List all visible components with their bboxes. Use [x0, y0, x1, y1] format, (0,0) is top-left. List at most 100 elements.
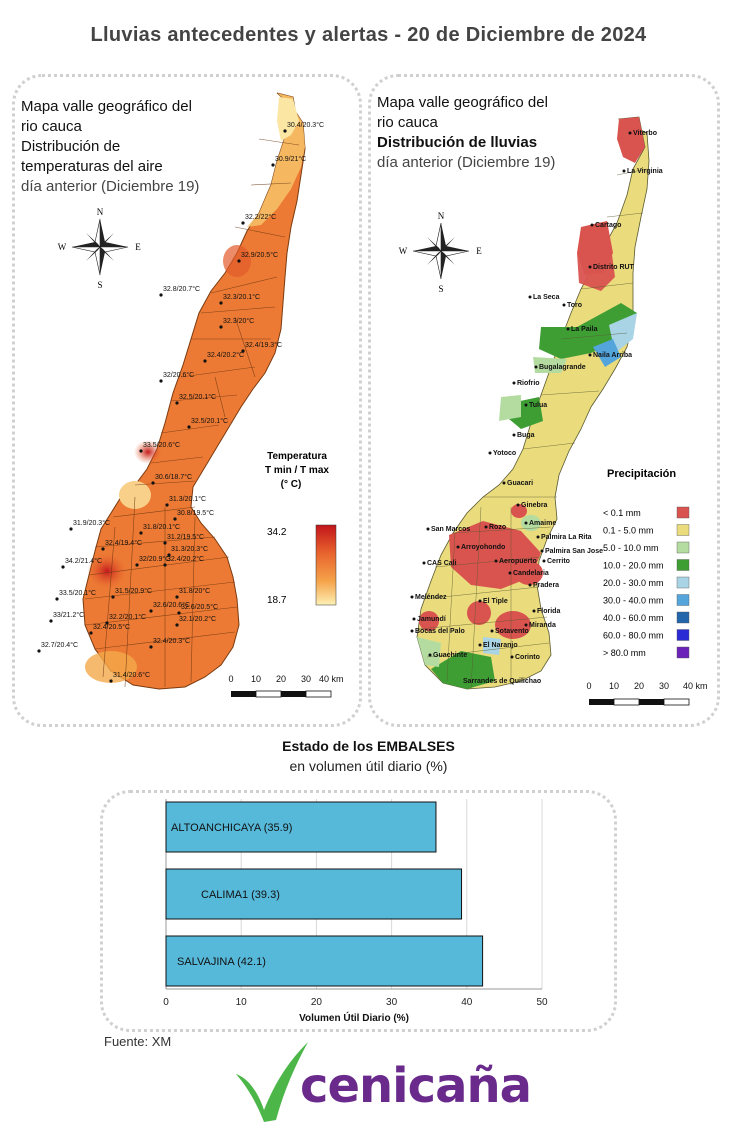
- station-label: 30.8/19.5°C: [177, 509, 214, 517]
- station-label: 32.6/20.5°C: [181, 603, 218, 611]
- place-label: Distrito RUT: [593, 264, 635, 271]
- place-dot: [588, 353, 592, 357]
- place-label: Bugalagrande: [539, 364, 586, 371]
- rain-red-spot-1: [511, 504, 527, 518]
- station-label: 30.9/21°C: [275, 155, 306, 163]
- legend-item-label: 40.0 - 60.0 mm: [603, 613, 664, 623]
- station-dot: [203, 359, 207, 363]
- place-dot: [510, 655, 514, 659]
- station-dot: [163, 541, 167, 545]
- station-label: 32.4/19.3°C: [245, 341, 282, 349]
- place-dot: [490, 629, 494, 633]
- rain-heading-line2: rio cauca: [377, 114, 438, 131]
- place-label: Jamundí: [417, 616, 447, 623]
- place-dot: [524, 521, 528, 525]
- temperature-map: N S W E 30.4/20.3°C 30.9/21°C 32.2/22°C 32.…: [37, 92, 344, 698]
- rainfall-map-panel: Mapa valle geográfico del rio cauca Dist…: [368, 74, 720, 727]
- place-label: Florida: [537, 608, 560, 615]
- legend-item-label: 30.0 - 40.0 mm: [603, 596, 664, 606]
- station-label: 32.1/20.2°C: [179, 615, 216, 623]
- compass-e-label: E: [135, 242, 141, 252]
- station-label: 32.7/20.4°C: [41, 641, 78, 649]
- x-axis-title: Volumen Útil Diario (%): [299, 1011, 409, 1024]
- station-dot: [175, 623, 179, 627]
- place-dot: [410, 595, 414, 599]
- station-label: 31.8/20.1°C: [143, 523, 180, 531]
- rain-north-red-zone: [617, 117, 645, 163]
- station-dot: [101, 547, 105, 551]
- place-dot: [478, 643, 482, 647]
- rainfall-cell-lines: [418, 168, 648, 690]
- place-dot: [512, 381, 516, 385]
- place-dot: [516, 503, 520, 507]
- station-dot: [61, 565, 65, 569]
- legend-item-label: > 80.0 mm: [603, 648, 646, 658]
- place-label: Naila Arriba: [593, 352, 632, 359]
- place-label: San Marcos: [431, 526, 470, 533]
- place-label: Tulua: [529, 402, 547, 409]
- temp-heading-line3: Distribución de: [21, 138, 121, 155]
- legend-item-swatch: [676, 541, 690, 554]
- reservoir-bar: [165, 935, 484, 987]
- scale-tick-label: 30: [659, 681, 669, 691]
- rain-red-spot-5: [467, 601, 491, 625]
- place-label: Sarrandes de Quilichao: [463, 678, 541, 685]
- place-dot: [528, 583, 532, 587]
- place-label: Toro: [567, 302, 582, 309]
- temperature-scale-bar: 0 10 20 30 40 km: [228, 674, 344, 698]
- rain-heading-line1: Mapa valle geográfico del: [377, 94, 548, 111]
- station-dot: [149, 609, 153, 613]
- place-dot: [540, 549, 544, 553]
- station-dot: [167, 553, 171, 557]
- rain-lightgreen-zone-1: [533, 357, 567, 373]
- legend-title-line2: T min / T max: [265, 465, 329, 476]
- scale-tick-label: 10: [609, 681, 619, 691]
- x-tick-label: 0: [163, 997, 169, 1008]
- x-tick-label: 10: [236, 997, 248, 1008]
- scale-tick-label: 40 km: [683, 681, 708, 691]
- place-dot: [524, 623, 528, 627]
- place-dot: [512, 433, 516, 437]
- legend-item-label: 10.0 - 20.0 mm: [603, 561, 664, 571]
- place-dot: [524, 403, 528, 407]
- temperature-station-labels: 30.4/20.3°C 30.9/21°C 32.2/22°C 32.9/20.5°C…: [37, 121, 324, 683]
- station-dot: [237, 259, 241, 263]
- place-dot: [534, 365, 538, 369]
- rain-red-spot-4: [495, 611, 531, 639]
- station-label: 32.2/20.1°C: [109, 613, 146, 621]
- scale-tick-label: 30: [301, 674, 311, 684]
- place-label: CAS Cali: [427, 560, 457, 567]
- station-dot: [241, 221, 245, 225]
- reservoirs-chart-panel: 0 10 20 30 40 50 ALTOANCHICAYA (35.9) CALIMA1 (…: [100, 790, 617, 1032]
- place-label: Palmira La Rita: [541, 534, 592, 541]
- scale-tick-label: 10: [251, 674, 261, 684]
- temperature-hotspot-3: [223, 245, 251, 277]
- logo-check-mark: [236, 1042, 308, 1122]
- legend-item-label: 20.0 - 30.0 mm: [603, 578, 664, 588]
- rainfall-map: N S W E Viterbo La Virginia Cartago Distrit…: [399, 116, 708, 706]
- place-label: Cartago: [595, 222, 621, 229]
- place-label: El Naranjo: [483, 642, 518, 649]
- legend-item-swatch: [676, 611, 690, 624]
- station-label: 32.4/20.3°C: [153, 637, 190, 645]
- compass-s-label: S: [97, 280, 102, 290]
- x-tick-label: 20: [311, 997, 323, 1008]
- place-dot: [622, 169, 626, 173]
- compass-n-label: N: [97, 207, 104, 217]
- place-dot: [410, 629, 414, 633]
- legend-title-line3: (° C): [281, 479, 302, 490]
- station-label: 32.8/20.7°C: [163, 285, 200, 293]
- station-label: 32.9/20.5°C: [241, 251, 278, 259]
- station-dot: [49, 619, 53, 623]
- station-label: 32.4/20.2°C: [167, 555, 204, 563]
- place-label: Buga: [517, 432, 535, 439]
- station-dot: [159, 379, 163, 383]
- temp-heading-line1: Mapa valle geográfico del: [21, 98, 192, 115]
- station-label: 32.6/20.6°C: [153, 601, 190, 609]
- rain-heading-line4: día anterior (Diciembre 19): [377, 154, 556, 171]
- place-dot: [428, 653, 432, 657]
- legend-item-swatch: [676, 524, 690, 536]
- place-label: Corinto: [515, 654, 540, 661]
- rainfall-scale-bar: 0 10 20 30 40 km: [586, 681, 708, 706]
- source-note: Fuente: XM: [104, 1034, 172, 1049]
